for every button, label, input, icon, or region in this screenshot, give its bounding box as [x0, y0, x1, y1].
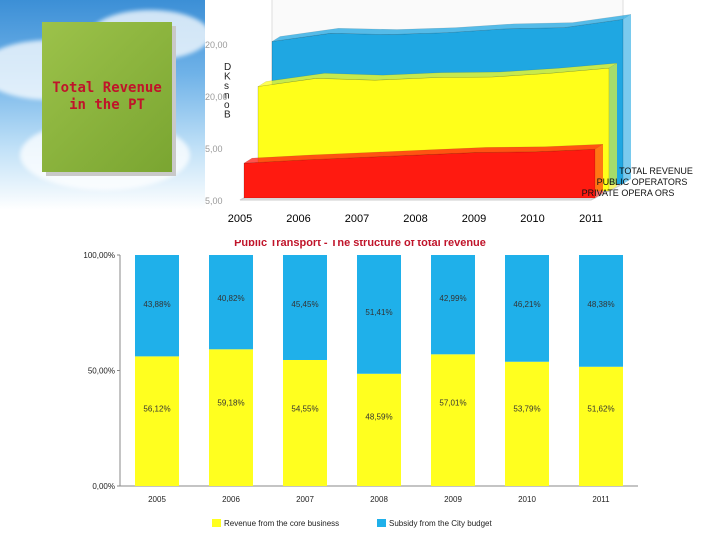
legend-label: TOTAL REVENUE	[619, 166, 693, 176]
data-label: 42,99%	[439, 294, 466, 303]
y-tick-label: 100,00%	[83, 251, 115, 260]
bar-segment	[505, 361, 549, 486]
x-tick-label: 2008	[370, 495, 388, 504]
axis-title-glyph: K	[224, 72, 231, 83]
x-tick-label: 2011	[592, 495, 610, 504]
bar-segment	[209, 349, 253, 486]
legend-label: Revenue from the core business	[224, 519, 339, 528]
data-label: 43,88%	[143, 300, 170, 309]
bar-segment	[579, 366, 623, 486]
data-label: 40,82%	[217, 294, 244, 303]
data-label: 59,18%	[217, 398, 244, 407]
bar-segment	[579, 255, 623, 367]
x-tick-label: 2008	[403, 213, 427, 225]
area-series-side	[623, 14, 631, 185]
y-tick-label: 5,00	[205, 196, 223, 206]
revenue-structure-bar-chart: Public Transport - The structure of tota…	[83, 240, 638, 528]
x-tick-label: 2007	[345, 213, 369, 225]
bar-segment	[283, 359, 327, 486]
x-tick-label: 2006	[222, 495, 240, 504]
data-label: 51,62%	[587, 404, 614, 413]
axis-title-glyph: D	[224, 62, 231, 73]
data-label: 53,79%	[513, 404, 540, 413]
legend-label: Subsidy from the City budget	[389, 519, 492, 528]
legend-swatch	[377, 519, 386, 527]
y-tick-label: 50,00%	[88, 367, 115, 376]
data-label: 46,21%	[513, 300, 540, 309]
data-label: 54,55%	[291, 404, 318, 413]
x-tick-label: 2011	[579, 213, 603, 225]
axis-title-glyph: n	[224, 91, 230, 102]
data-label: 48,38%	[587, 300, 614, 309]
chart-title: Public Transport - The structure of tota…	[234, 240, 486, 249]
axis-title-glyph: s	[224, 81, 229, 92]
x-tick-label: 2010	[520, 213, 544, 225]
data-label: 56,12%	[143, 404, 170, 413]
x-tick-label: 2005	[228, 213, 252, 225]
area-series-side	[595, 144, 603, 198]
bar-segment	[431, 354, 475, 486]
x-tick-label: 2009	[462, 213, 486, 225]
bar-segment	[431, 255, 475, 355]
data-label: 45,45%	[291, 300, 318, 309]
bar-segment	[283, 255, 327, 360]
bar-segment	[135, 255, 179, 357]
x-tick-label: 2009	[444, 495, 462, 504]
y-tick-label: 5,00	[205, 144, 223, 154]
bar-segment	[357, 373, 401, 486]
axis-title-glyph: o	[224, 100, 230, 111]
x-tick-label: 2006	[286, 213, 310, 225]
legend-swatch	[212, 519, 221, 527]
bar-segment	[135, 356, 179, 486]
data-label: 48,59%	[365, 412, 392, 421]
bar-segment	[357, 255, 401, 374]
y-tick-label: 20,00	[205, 92, 228, 102]
x-tick-label: 2005	[148, 495, 166, 504]
data-label: 51,41%	[365, 308, 392, 317]
slide-title: Total Revenue in the PT	[42, 22, 172, 172]
y-tick-label: 20,00	[205, 40, 228, 50]
area-series-side	[609, 63, 617, 192]
bar-segment	[505, 255, 549, 362]
data-label: 57,01%	[439, 398, 466, 407]
legend-label: PUBLIC OPERATORS	[597, 177, 688, 187]
x-tick-label: 2010	[518, 495, 536, 504]
y-tick-label: 0,00%	[92, 482, 115, 491]
bar-segment	[209, 255, 253, 350]
axis-title-glyph: B	[224, 110, 231, 121]
x-tick-label: 2007	[296, 495, 314, 504]
legend-label: PRIVATE OPERA ORS	[582, 188, 675, 198]
